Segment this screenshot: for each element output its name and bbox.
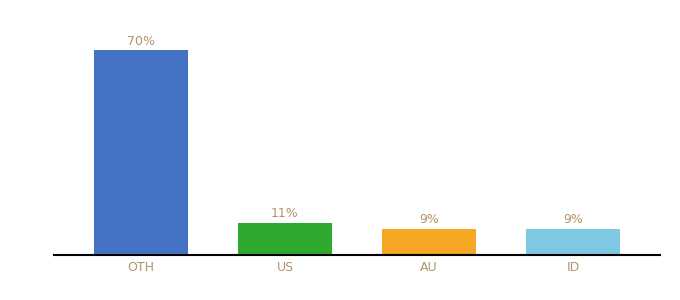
Bar	[94, 50, 188, 255]
Bar	[382, 229, 476, 255]
Text: 11%: 11%	[271, 208, 299, 220]
Text: 9%: 9%	[419, 213, 439, 226]
Bar	[238, 223, 332, 255]
Text: 9%: 9%	[563, 213, 583, 226]
Text: 70%: 70%	[127, 35, 155, 48]
Bar	[526, 229, 620, 255]
